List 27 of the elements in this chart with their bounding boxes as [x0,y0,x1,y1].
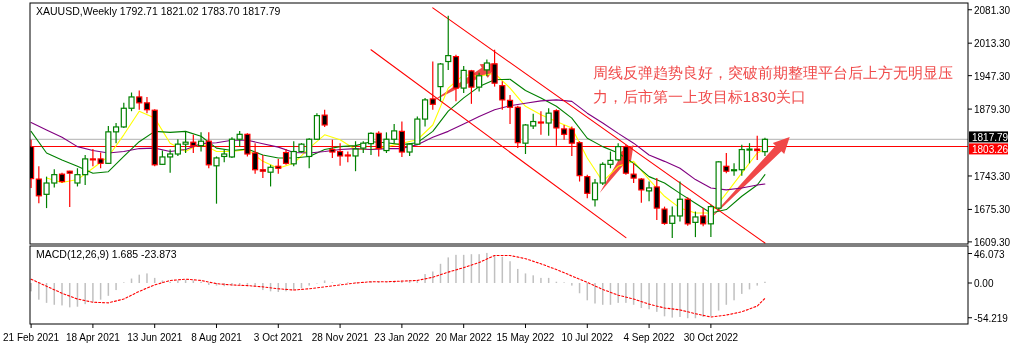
y-tick-label: 2081.30 [974,4,1011,16]
x-tick-label: 10 Jul 2022 [561,332,614,343]
ref-line-label: 1817.79 [972,131,1009,143]
x-tick-label: 15 May 2022 [496,332,555,343]
y-tick-label: 1609.30 [974,236,1011,248]
chart-title: XAUUSD,Weekly 1792.71 1821.02 1783.70 1817.79 [36,5,281,17]
x-tick-label: 3 Oct 2021 [253,332,304,343]
x-tick-label: 23 Jan 2022 [374,332,430,343]
x-tick-label: 4 Sep 2022 [623,332,676,343]
y-tick-label: -54.219 [974,312,1009,324]
ref-line-label: 1803.26 [972,143,1009,155]
x-tick-label: 13 Jun 2021 [127,332,183,343]
x-tick-label: 21 Feb 2021 [3,332,60,343]
annotation: 周线反弹趋势良好，突破前期整理平台后上方无明显压力，后市第一上攻目标1830关口 [592,63,953,105]
x-tick-label: 8 Aug 2021 [191,332,243,343]
y-tick-label: 2013.30 [974,38,1011,50]
y-tick-label: 1947.30 [974,70,1011,82]
x-tick-label: 20 Mar 2022 [435,332,493,343]
x-tick-label: 28 Nov 2021 [311,332,369,343]
y-tick-label: 1743.30 [974,170,1011,182]
y-tick-label: 0.00 [974,278,994,290]
x-tick-label: 18 Apr 2021 [65,332,121,343]
y-tick-label: 46.073 [974,248,1006,260]
chart-title: MACD(12,26,9) 1.685 -23.873 [36,248,177,260]
y-tick-label: 1675.30 [974,204,1011,216]
y-tick-label: 1879.30 [974,104,1011,116]
x-tick-label: 30 Oct 2022 [683,332,739,343]
